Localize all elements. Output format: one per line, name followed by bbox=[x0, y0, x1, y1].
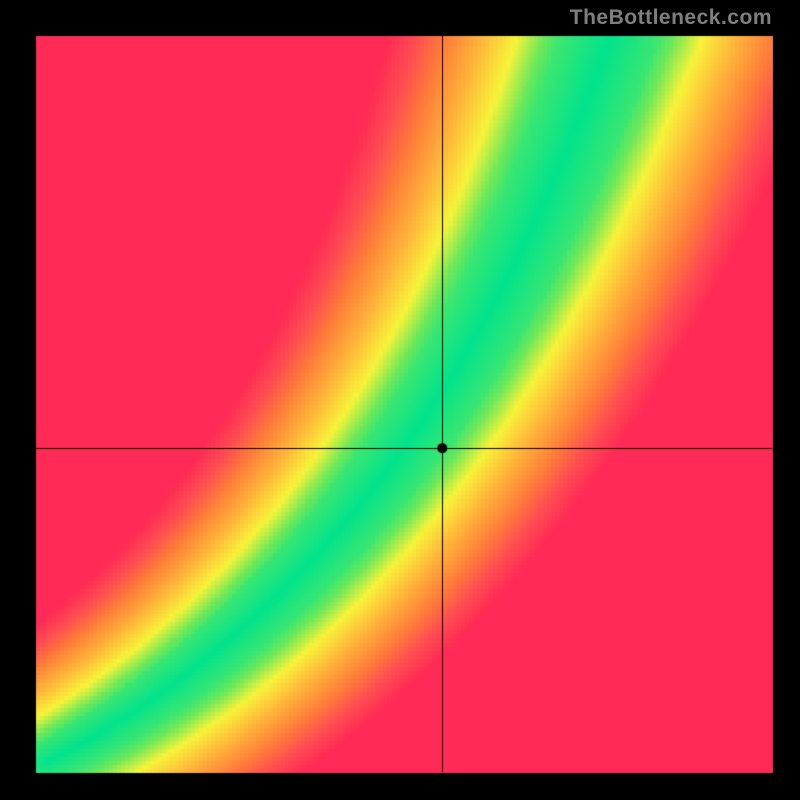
bottleneck-heatmap bbox=[0, 0, 800, 800]
watermark-text: TheBottleneck.com bbox=[570, 6, 772, 30]
figure-root: TheBottleneck.com bbox=[0, 0, 800, 800]
